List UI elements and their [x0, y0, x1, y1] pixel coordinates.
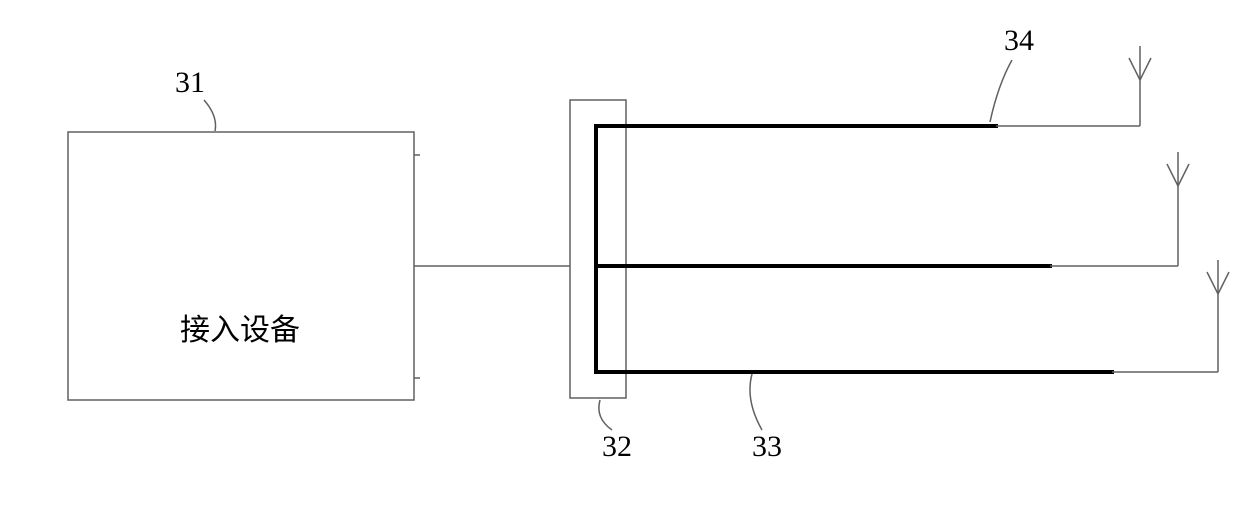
diagram-root: 接入设备 31 32 33 34	[0, 0, 1240, 530]
label-34: 34	[1004, 24, 1034, 57]
access-device-box	[68, 132, 414, 400]
label-leader-33	[750, 374, 762, 430]
label-32: 32	[602, 430, 632, 463]
antenna-arm-l-0	[1129, 58, 1140, 80]
antenna-arm-l-1	[1167, 164, 1178, 186]
label-33: 33	[752, 430, 782, 463]
access-device-label: 接入设备	[180, 314, 300, 347]
antenna-arm-r-2	[1218, 272, 1229, 294]
label-leader-32	[599, 400, 612, 430]
antenna-arm-r-1	[1178, 164, 1189, 186]
antenna-arm-l-2	[1207, 272, 1218, 294]
label-leader-31	[204, 100, 216, 131]
label-31: 31	[175, 66, 205, 99]
label-leader-34	[990, 60, 1012, 122]
antenna-arm-r-0	[1140, 58, 1151, 80]
